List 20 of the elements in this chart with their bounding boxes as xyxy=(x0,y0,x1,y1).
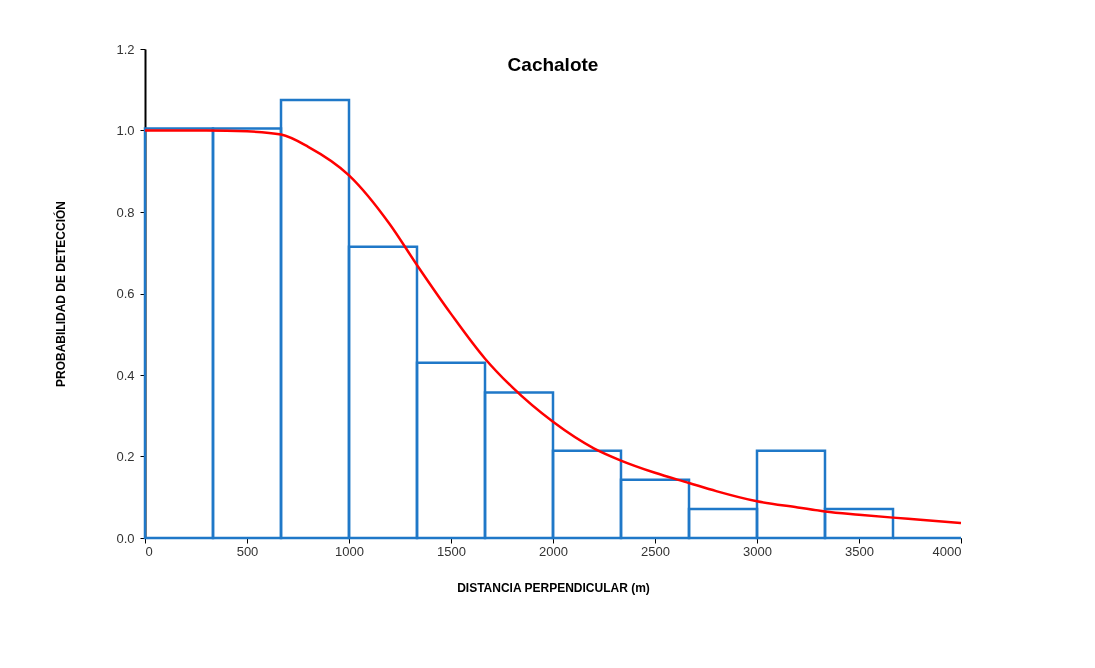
chart-title: Cachalote xyxy=(507,54,599,75)
y-axis-title: PROBABILIDAD DE DETECCIÓN xyxy=(53,200,69,388)
y-tick-label: 0.0 xyxy=(116,530,135,546)
x-tick-label: 3500 xyxy=(845,543,874,559)
line-series xyxy=(143,129,963,525)
y-tick-label: 0.6 xyxy=(116,286,135,301)
y-tick-label: 0.8 xyxy=(116,204,135,220)
x-tick-label: 1500 xyxy=(437,543,466,559)
x-tick-label: 2500 xyxy=(641,543,670,559)
y-tick-label: 1.0 xyxy=(116,123,135,138)
y-tick-label: 0.4 xyxy=(116,367,135,383)
y-tick-label: 1.2 xyxy=(116,41,135,57)
x-tick-label: 4000 xyxy=(932,543,962,559)
x-tick-label: 1000 xyxy=(335,543,364,559)
y-tick-label: 0.2 xyxy=(116,449,135,464)
x-axis-title: DISTANCIA PERPENDICULAR (m) xyxy=(457,580,650,595)
x-tick-label: 2000 xyxy=(539,543,568,559)
x-tick-label: 500 xyxy=(236,543,259,559)
x-tick-label: 3000 xyxy=(743,543,772,559)
x-tick-label: 0 xyxy=(145,543,153,559)
